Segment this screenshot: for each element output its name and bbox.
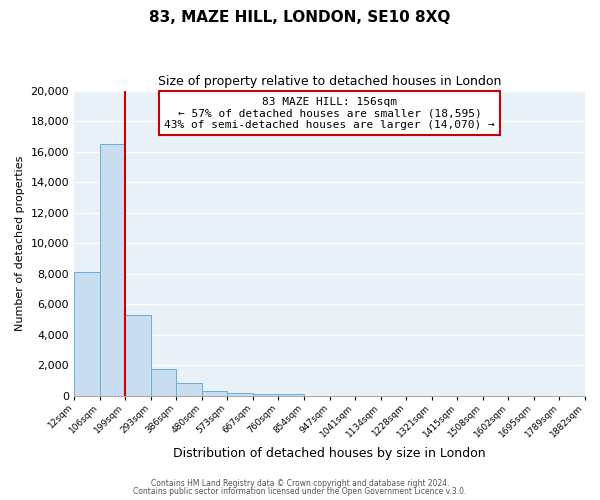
Bar: [74, 272, 100, 396]
X-axis label: Distribution of detached houses by size in London: Distribution of detached houses by size …: [173, 447, 486, 460]
Bar: [100, 144, 125, 396]
Bar: [227, 392, 253, 396]
Y-axis label: Number of detached properties: Number of detached properties: [15, 156, 25, 331]
Bar: [253, 394, 278, 396]
Text: Contains public sector information licensed under the Open Government Licence v.: Contains public sector information licen…: [133, 487, 467, 496]
Bar: [151, 369, 176, 396]
Text: Contains HM Land Registry data © Crown copyright and database right 2024.: Contains HM Land Registry data © Crown c…: [151, 478, 449, 488]
Text: 83, MAZE HILL, LONDON, SE10 8XQ: 83, MAZE HILL, LONDON, SE10 8XQ: [149, 10, 451, 25]
Bar: [176, 384, 202, 396]
Bar: [278, 394, 304, 396]
Bar: [202, 392, 227, 396]
Bar: [125, 314, 151, 396]
Text: 83 MAZE HILL: 156sqm
← 57% of detached houses are smaller (18,595)
43% of semi-d: 83 MAZE HILL: 156sqm ← 57% of detached h…: [164, 96, 495, 130]
Title: Size of property relative to detached houses in London: Size of property relative to detached ho…: [158, 75, 501, 88]
